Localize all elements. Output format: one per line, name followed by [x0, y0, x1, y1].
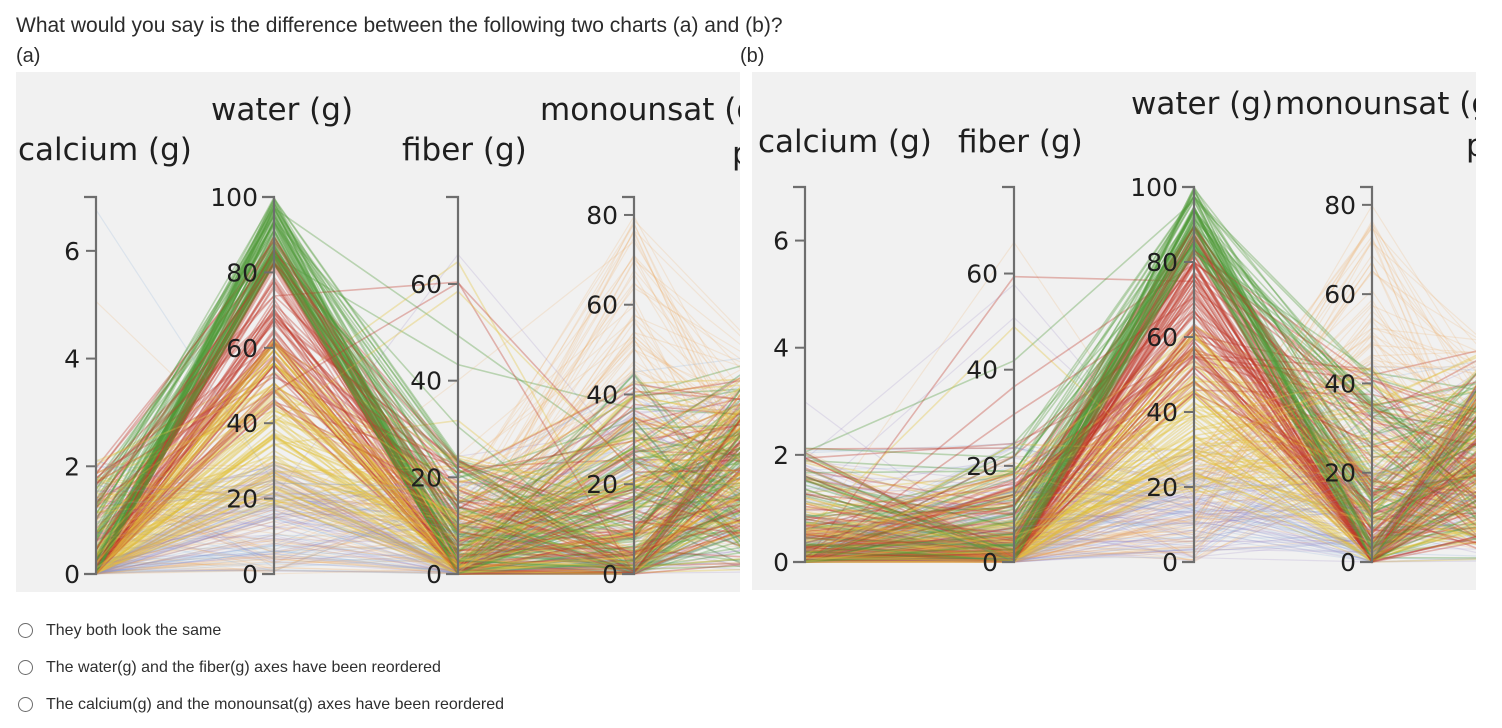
tick-label: 0: [426, 560, 442, 589]
axis-title: water (g): [1131, 86, 1273, 122]
polylines: [804, 185, 1476, 564]
tick-label: 20: [966, 452, 998, 481]
axis-title: water (g): [211, 92, 353, 128]
option-label: They both look the same: [46, 621, 222, 639]
tick-label: 40: [410, 367, 442, 396]
tick-label: 40: [1146, 398, 1178, 427]
tick-label: 20: [586, 470, 618, 499]
tick-label: 0: [242, 560, 258, 589]
tick-label: 6: [773, 227, 789, 256]
axis-title: calcium (g): [18, 132, 192, 168]
axis-line: [84, 195, 98, 576]
tick-label: 60: [226, 334, 258, 363]
chart-b: calcium (g) 0 2 4 6 fiber (g) 0 20 40 60 water (g)…: [752, 72, 1476, 590]
axis-monounsat: monounsat (g) 0 20 40 60 80: [540, 92, 740, 589]
tick-label: 4: [773, 334, 789, 363]
tick-label: 100: [1130, 173, 1178, 202]
radio-button[interactable]: [18, 660, 33, 675]
tick-label: 40: [1324, 369, 1356, 398]
option-calcium-monounsat-reordered[interactable]: The calcium(g) and the monounsat(g) axes…: [18, 686, 504, 723]
tick-label: 6: [64, 237, 80, 266]
tick-label: 80: [1324, 191, 1356, 220]
option-label: The water(g) and the fiber(g) axes have …: [46, 658, 441, 676]
axis-title: monounsat (g): [1275, 86, 1476, 122]
tick-label: 2: [64, 452, 80, 481]
tick-label: 60: [966, 260, 998, 289]
tick-label: 0: [64, 560, 80, 589]
cut-axis-label: p: [1466, 128, 1476, 164]
tick-label: 20: [226, 485, 258, 514]
tick-label: 0: [602, 560, 618, 589]
tick-label: 40: [586, 380, 618, 409]
tick-label: 2: [773, 441, 789, 470]
axis-fiber: fiber (g) 0 20 40 60: [958, 124, 1083, 577]
tick-label: 80: [226, 258, 258, 287]
tick-label: 60: [586, 291, 618, 320]
answer-options: They both look the same The water(g) and…: [18, 612, 504, 723]
axis-title: fiber (g): [402, 132, 527, 168]
chart-a-plot: calcium (g) 0 2 4 6 water (g) 0 20 40 60 80 100 fibe…: [18, 92, 740, 589]
tick-label: 60: [1146, 323, 1178, 352]
tick-label: 40: [966, 356, 998, 385]
tick-label: 60: [410, 270, 442, 299]
tick-label: 80: [586, 201, 618, 230]
axis-water: water (g) 0 20 40 60 80 100: [210, 92, 353, 589]
cut-axis-label: p: [732, 136, 740, 172]
tick-label: 80: [1146, 248, 1178, 277]
axis-calcium: calcium (g) 0 2 4 6: [758, 124, 932, 577]
tick-label: 0: [1340, 548, 1356, 577]
tick-label: 20: [1324, 459, 1356, 488]
radio-button[interactable]: [18, 623, 33, 638]
chart-a-label: (a): [16, 45, 41, 67]
option-same[interactable]: They both look the same: [18, 612, 504, 649]
tick-label: 4: [64, 345, 80, 374]
chart-b-label: (b): [740, 45, 765, 67]
option-label: The calcium(g) and the monounsat(g) axes…: [46, 695, 505, 713]
radio-button[interactable]: [18, 697, 33, 712]
tick-label: 20: [1146, 473, 1178, 502]
axis-water: water (g) 0 20 40 60 80 100: [1130, 86, 1273, 577]
axis-calcium: calcium (g) 0 2 4 6: [18, 132, 192, 589]
axis-monounsat: monounsat (g) 0 20 40 60 80: [1275, 86, 1476, 577]
chart-a: calcium (g) 0 2 4 6 water (g) 0 20 40 60 80 100 fibe…: [16, 72, 740, 592]
tick-label: 40: [226, 409, 258, 438]
axis-title: monounsat (g): [540, 92, 740, 128]
tick-label: 100: [210, 183, 258, 212]
tick-label: 0: [1162, 548, 1178, 577]
axis-title: calcium (g): [758, 124, 932, 160]
tick-label: 60: [1324, 280, 1356, 309]
axis-title: fiber (g): [958, 124, 1083, 160]
axis-fiber: fiber (g) 0 20 40 60: [402, 132, 527, 589]
option-water-fiber-reordered[interactable]: The water(g) and the fiber(g) axes have …: [18, 649, 504, 686]
tick-label: 0: [982, 548, 998, 577]
tick-label: 20: [410, 463, 442, 492]
tick-label: 0: [773, 548, 789, 577]
question-text: What would you say is the difference bet…: [16, 14, 783, 37]
axis-line: [793, 185, 807, 564]
